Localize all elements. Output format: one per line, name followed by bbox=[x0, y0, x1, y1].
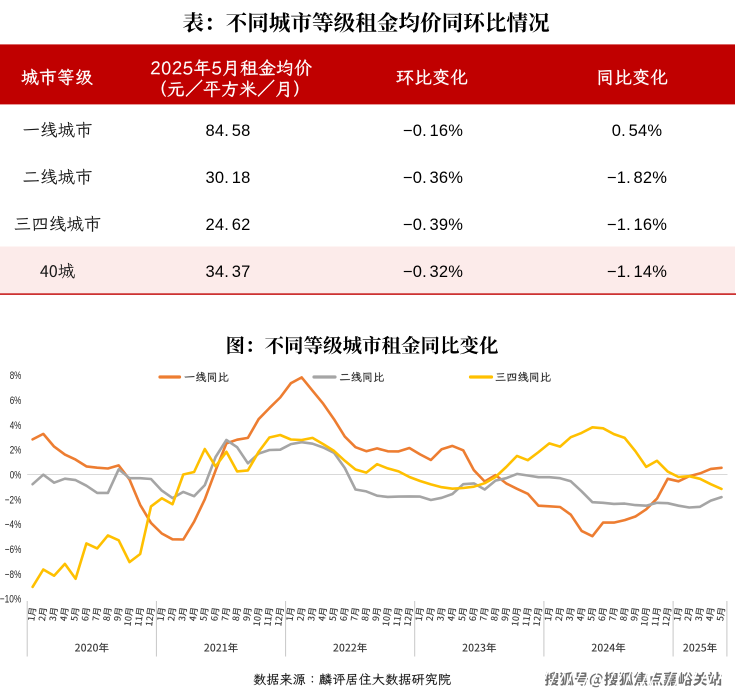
svg-text:−0.16%: −0. 16% bbox=[403, 122, 463, 140]
svg-text:−2%: −2% bbox=[5, 494, 22, 506]
svg-text:84.58: 84. 58 bbox=[206, 122, 251, 140]
svg-text:30.18: 30. 18 bbox=[206, 169, 251, 187]
svg-text:−0.32%: −0. 32% bbox=[403, 263, 463, 281]
svg-text:4%: 4% bbox=[10, 420, 22, 432]
svg-text:−0.36%: −0. 36% bbox=[403, 169, 463, 187]
svg-text:−4%: −4% bbox=[5, 519, 22, 531]
svg-text:−0.39%: −0. 39% bbox=[403, 216, 463, 234]
svg-text:0.54%: 0. 54% bbox=[612, 122, 663, 140]
svg-text:8%: 8% bbox=[10, 370, 22, 382]
svg-text:−10%: −10% bbox=[0, 594, 21, 606]
svg-text:−1.82%: −1. 82% bbox=[607, 169, 667, 187]
svg-text:−1.14%: −1. 14% bbox=[607, 263, 667, 281]
svg-text:0%: 0% bbox=[10, 470, 22, 482]
svg-text:6%: 6% bbox=[10, 395, 22, 407]
svg-text:34.37: 34. 37 bbox=[206, 263, 251, 281]
svg-text:−1.16%: −1. 16% bbox=[607, 216, 667, 234]
svg-text:24.62: 24. 62 bbox=[206, 216, 251, 234]
svg-text:−6%: −6% bbox=[5, 544, 22, 556]
svg-text:−8%: −8% bbox=[5, 569, 22, 581]
svg-text:2%: 2% bbox=[10, 445, 22, 457]
